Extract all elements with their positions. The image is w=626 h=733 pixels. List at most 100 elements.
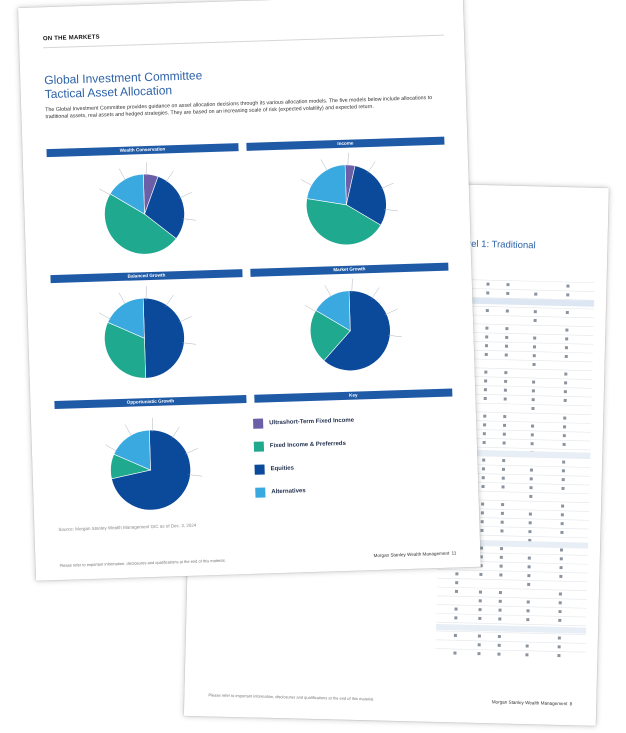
market-growth-leader-line	[384, 308, 398, 316]
table-cell-mark	[500, 520, 504, 524]
opportunistic-growth-leader-line	[171, 426, 180, 439]
table-cell-mark	[497, 634, 501, 639]
table-rule	[437, 569, 588, 574]
front-page: ON THE MARKETS Global Investment Committ…	[18, 0, 481, 581]
legend-swatch-ultrashort	[253, 418, 264, 429]
opportunistic-growth-leader-line	[124, 424, 133, 438]
table-cell-mark	[526, 600, 530, 604]
table-cell-mark	[527, 556, 531, 560]
table-cell-mark	[558, 618, 562, 622]
table-cell-mark	[500, 547, 504, 551]
income-slice-2	[306, 198, 382, 246]
key-legend: Ultrashort-Term Fixed Income Fixed Incom…	[253, 416, 357, 511]
table-cell-mark	[530, 442, 534, 446]
table-cell-mark	[558, 592, 562, 596]
table-cell-mark	[481, 476, 485, 480]
table-cell-mark	[557, 654, 561, 658]
table-cell-mark	[528, 521, 532, 525]
table-rule	[436, 604, 587, 609]
opportunistic-growth-leader-line	[185, 448, 198, 455]
table-cell-mark	[559, 548, 564, 552]
table-cell-mark	[562, 434, 566, 438]
table-cell-mark	[558, 610, 562, 614]
table-cell-mark	[531, 406, 535, 411]
table-cell-mark	[484, 370, 488, 374]
table-cell-mark	[525, 644, 529, 648]
table-cell-mark	[526, 618, 530, 622]
table-cell-mark	[480, 528, 484, 533]
table-cell-mark	[481, 467, 486, 471]
legend-swatch-equities	[254, 464, 265, 475]
table-cell-mark	[506, 291, 510, 295]
table-rule	[435, 630, 586, 635]
table-cell-mark	[455, 572, 459, 576]
wealth-conservation-leader-line	[145, 162, 147, 177]
table-cell-mark	[564, 381, 568, 385]
wealth-conservation-slice-2	[104, 193, 177, 255]
table-cell-mark	[533, 336, 537, 340]
table-cell-mark	[533, 318, 537, 323]
table-cell-mark	[499, 555, 503, 559]
table-cell-mark	[505, 309, 509, 313]
table-cell-mark	[506, 283, 510, 287]
table-cell-mark	[559, 574, 563, 578]
table-cell-mark	[486, 291, 490, 295]
opportunistic-growth-leader-line	[105, 444, 118, 452]
market-growth-slice-2	[315, 290, 351, 332]
income-leader-line	[380, 182, 394, 190]
table-cell-mark	[453, 633, 457, 637]
legend-label-alternatives: Alternatives	[271, 488, 306, 496]
table-cell-mark	[531, 398, 535, 402]
table-cell-mark	[502, 432, 506, 436]
table-cell-mark	[481, 484, 485, 489]
table-cell-mark	[498, 591, 502, 595]
market-growth-leader-line	[324, 285, 332, 298]
table-cell-mark	[560, 513, 564, 517]
table-rule	[437, 577, 588, 583]
table-cell-mark	[559, 566, 563, 570]
table-cell-mark	[483, 396, 487, 401]
table-cell-mark	[504, 353, 508, 357]
pie-wealth-conservation	[99, 162, 197, 255]
balanced-growth-leader-line	[178, 316, 192, 323]
table-cell-mark	[483, 423, 487, 427]
table-cell-mark	[500, 511, 504, 515]
income-leader-line	[300, 179, 314, 187]
legend-item-alternatives: Alternatives	[255, 485, 356, 498]
table-cell-mark	[501, 467, 506, 471]
table-cell-mark	[505, 327, 509, 331]
market-growth-leader-line	[304, 305, 318, 313]
table-cell-mark	[485, 335, 489, 339]
table-cell-mark	[480, 520, 484, 524]
table-cell-mark	[534, 292, 538, 296]
table-rule	[436, 595, 587, 600]
market-growth-slice-0	[323, 290, 391, 371]
balanced-growth-slice-2	[107, 297, 145, 339]
wealth-conservation-leader-line	[118, 168, 127, 182]
balanced-growth-leader-line	[165, 294, 174, 307]
table-cell-mark	[564, 346, 569, 350]
table-band	[436, 623, 587, 634]
wealth-conservation-slice-3	[109, 173, 145, 215]
table-rule	[436, 621, 587, 627]
table-cell-mark	[505, 335, 509, 339]
table-cell-mark	[560, 530, 564, 534]
pie-balanced-growth	[98, 286, 197, 379]
income-slice-3	[306, 164, 347, 206]
allocation-pies	[98, 152, 402, 511]
table-cell-mark	[532, 380, 536, 384]
table-cell-mark	[532, 354, 536, 358]
market-growth-slice-1	[310, 309, 351, 362]
table-cell-mark	[532, 345, 537, 349]
table-rule	[435, 639, 586, 644]
table-cell-mark	[529, 468, 534, 472]
table-cell-mark	[531, 424, 535, 428]
table-cell-mark	[483, 414, 487, 418]
income-slice-1	[346, 165, 387, 226]
back-page-table	[435, 278, 595, 658]
table-cell-mark	[480, 546, 484, 550]
market-growth-leader-line	[388, 335, 402, 338]
table-cell-mark	[528, 512, 532, 516]
table-cell-mark	[525, 653, 529, 657]
